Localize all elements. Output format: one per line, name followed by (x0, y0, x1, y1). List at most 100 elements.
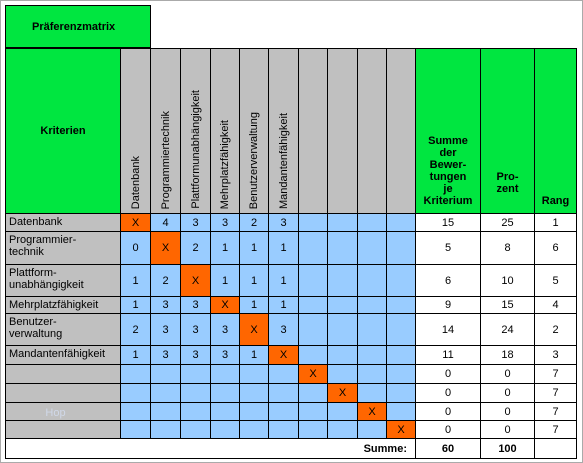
percent-cell: 10 (480, 264, 535, 297)
matrix-cell: 2 (120, 313, 151, 346)
matrix-cell (298, 402, 328, 421)
matrix-cell: 3 (150, 296, 181, 314)
matrix-cell (210, 364, 240, 384)
matrix-cell (357, 364, 387, 384)
rank-header-text: Rang (541, 195, 570, 207)
matrix-cell-text: 2 (132, 323, 139, 336)
matrix-cell-text: 3 (192, 216, 199, 229)
matrix-cell (210, 420, 240, 439)
matrix-cell (386, 313, 416, 346)
percent-header: Pro- zent (480, 48, 535, 214)
matrix-cell (357, 383, 387, 403)
matrix-cell (120, 402, 151, 421)
matrix-cell (386, 383, 416, 403)
matrix-cell: 1 (210, 231, 240, 265)
matrix-cell-text: 3 (221, 323, 229, 336)
matrix-cell (239, 383, 269, 403)
column-header: Benutzerverwaltung (239, 48, 269, 214)
rank-cell-text: 7 (552, 368, 559, 380)
percent-cell-text: 8 (504, 242, 511, 254)
matrix-cell-text: 2 (250, 216, 258, 229)
column-header: Mehrplatzfähigkeit (210, 48, 240, 214)
matrix-cell (327, 364, 358, 384)
matrix-cell-text: X (279, 349, 288, 361)
title: Präferenzmatrix (5, 5, 151, 48)
row-label-text: Benutzer- verwaltung (9, 316, 63, 340)
matrix-cell (239, 420, 269, 439)
row-label (5, 364, 121, 384)
matrix-cell (298, 420, 328, 439)
column-header (298, 48, 328, 214)
matrix-cell (298, 264, 328, 297)
column-header-text: Programmiertechnik (159, 110, 172, 209)
row-label: Programmier- technik (5, 231, 121, 265)
matrix-cell-text: X (221, 299, 229, 311)
rank-header: Rang (534, 48, 577, 214)
column-header (357, 48, 387, 214)
percent-cell: 24 (480, 313, 535, 346)
matrix-cell-text: 1 (250, 299, 258, 311)
matrix-cell (180, 420, 211, 439)
sum-header: Summe der Bewer- tungen je Kriterium (415, 48, 481, 214)
rank-cell: 6 (534, 231, 577, 265)
sum-cell: 9 (415, 296, 481, 314)
matrix-cell (239, 402, 269, 421)
sum-cell-text: 0 (444, 368, 452, 380)
matrix-cell: 2 (239, 213, 269, 232)
percent-cell-text: 0 (504, 368, 511, 380)
matrix-cell (327, 345, 358, 365)
percent-cell-text: 10 (501, 274, 514, 287)
matrix-cell (386, 345, 416, 365)
matrix-cell-text: X (250, 323, 258, 336)
sum-cell: 15 (415, 213, 481, 232)
sum-cell-text: 11 (442, 349, 454, 361)
column-header (386, 48, 416, 214)
matrix-cell (298, 383, 328, 403)
matrix-cell (386, 364, 416, 384)
matrix-cell: 3 (150, 345, 181, 365)
matrix-cell: 1 (210, 264, 240, 297)
matrix-cell: 1 (268, 264, 299, 297)
footer-label: Summe: (5, 438, 416, 459)
sum-cell-text: 6 (444, 274, 452, 287)
column-header: Programmiertechnik (150, 48, 181, 214)
matrix-cell (298, 313, 328, 346)
rank-cell-text: 3 (552, 349, 559, 361)
matrix-cell (357, 345, 387, 365)
matrix-cell-text: 1 (250, 349, 258, 361)
matrix-cell (120, 420, 151, 439)
sum-cell-text: 9 (444, 299, 452, 311)
matrix-cell (357, 420, 387, 439)
column-header-text: Mandantenfähigkeit (277, 112, 290, 209)
matrix-cell (327, 264, 358, 297)
sum-cell: 0 (415, 420, 481, 439)
sum-cell-text: 0 (444, 405, 452, 418)
matrix-cell (268, 364, 299, 384)
sum-cell: 14 (415, 313, 481, 346)
matrix-cell: 1 (239, 231, 269, 265)
matrix-cell (150, 383, 181, 403)
matrix-cell (180, 383, 211, 403)
matrix-cell (210, 402, 240, 421)
row-label-text: Programmier- technik (9, 234, 77, 258)
matrix-cell (298, 345, 328, 365)
matrix-cell (298, 213, 328, 232)
percent-header-text: Pro- zent (496, 171, 519, 195)
matrix-cell-text: 3 (280, 323, 287, 336)
sum-cell-text: 0 (444, 387, 452, 399)
column-header-text: Datenbank (129, 155, 142, 209)
matrix-cell: 3 (268, 213, 299, 232)
matrix-cell-text: 3 (192, 323, 199, 336)
matrix-cell: 3 (180, 345, 211, 365)
matrix-cell (386, 296, 416, 314)
matrix-cell-text: X (397, 423, 405, 436)
rank-cell: 1 (534, 213, 577, 232)
rank-cell: 5 (534, 264, 577, 297)
matrix-cell: X (357, 402, 387, 421)
matrix-cell-text: 4 (162, 216, 169, 229)
matrix-cell (180, 364, 211, 384)
sum-cell-text: 5 (444, 242, 452, 254)
matrix-cell-text: 3 (162, 299, 169, 311)
matrix-cell (357, 231, 387, 265)
